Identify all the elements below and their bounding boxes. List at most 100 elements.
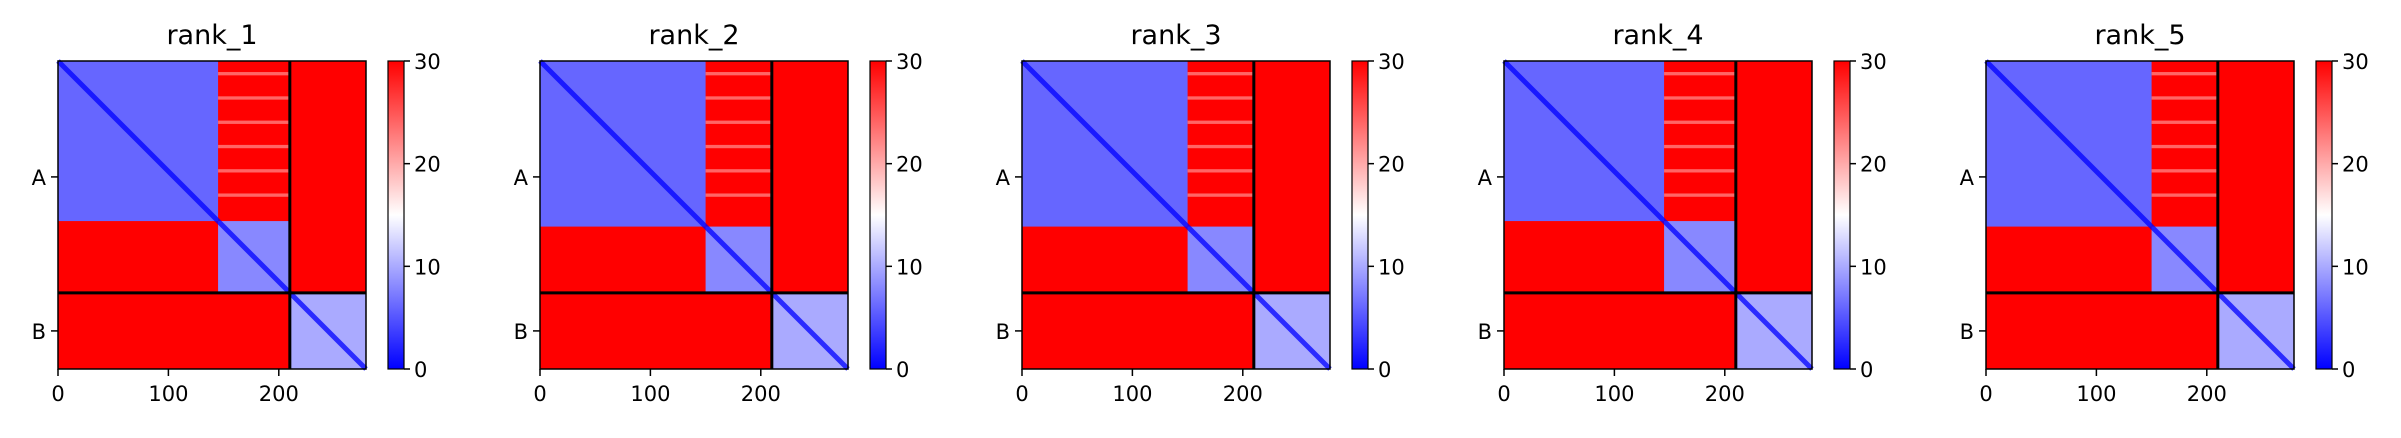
x-tick-label: 0: [1015, 382, 1028, 406]
x-tick-label: 100: [2076, 382, 2116, 406]
colorbar: [869, 60, 887, 370]
heatmap-block: [1664, 120, 1736, 124]
colorbar-tick-label: 20: [1860, 153, 1887, 177]
heatmap-frame: [57, 60, 367, 370]
heatmap-block: [218, 193, 290, 197]
heatmap-block: [2151, 120, 2218, 124]
chain-label: A: [32, 166, 47, 190]
x-tick-label: 100: [148, 382, 188, 406]
heatmap-block: [2151, 169, 2218, 173]
x-tick-label: 200: [259, 382, 299, 406]
colorbar: [2315, 60, 2333, 370]
heatmap-block: [1187, 144, 1254, 149]
colorbar: [1351, 60, 1369, 370]
panel-svg-1: rank_1 A B 0 100 200 0 10 20 30: [32, 20, 441, 406]
chain-label: B: [996, 320, 1010, 344]
heatmap-panel-2: rank_2 A B 0 100 200 0 10 20 30: [482, 0, 962, 438]
chain-label: B: [32, 320, 46, 344]
x-tick-label: 100: [1112, 382, 1152, 406]
panel-svg-2: rank_2 A B 0 100 200 0 10 20 30: [514, 20, 923, 406]
heatmap-block: [705, 72, 772, 76]
chain-label: A: [1478, 166, 1493, 190]
colorbar-tick-label: 0: [1378, 358, 1391, 382]
heatmap-block: [705, 169, 772, 173]
colorbar: [387, 60, 405, 370]
heatmap-block: [1664, 96, 1736, 100]
heatmap-block: [1187, 72, 1254, 76]
heatmap-frame: [1503, 60, 1813, 370]
chain-label: A: [1960, 166, 1975, 190]
heatmap-block: [705, 96, 772, 100]
heatmap-block: [218, 120, 290, 124]
chain-label: A: [996, 166, 1011, 190]
panel-svg-5: rank_5 A B 0 100 200 0 10 20 30: [1960, 20, 2369, 406]
heatmap-matrix: [538, 59, 850, 371]
x-tick-label: 100: [1594, 382, 1634, 406]
colorbar-tick-label: 20: [896, 153, 923, 177]
x-tick-label: 200: [741, 382, 781, 406]
colorbar: [1833, 60, 1851, 370]
colorbar-tick-label: 30: [1860, 50, 1887, 74]
x-tick-label: 0: [51, 382, 64, 406]
chain-label: B: [514, 320, 528, 344]
x-tick-label: 100: [630, 382, 670, 406]
colorbar-tick-label: 0: [414, 358, 427, 382]
heatmap-block: [1664, 72, 1736, 76]
heatmap-panel-1: rank_1 A B 0 100 200 0 10 20 30: [0, 0, 480, 438]
heatmap-matrix: [1984, 59, 2296, 371]
colorbar-tick-label: 10: [896, 255, 923, 279]
heatmap-block: [1187, 193, 1254, 197]
heatmap-panel-4: rank_4 A B 0 100 200 0 10 20 30: [1446, 0, 1926, 438]
heatmap-block: [2151, 193, 2218, 197]
heatmap-block: [1187, 96, 1254, 100]
panel-title: rank_2: [648, 20, 739, 51]
heatmap-matrix: [56, 59, 368, 371]
heatmap-block: [1664, 169, 1736, 173]
colorbar-tick-label: 10: [1860, 255, 1887, 279]
x-tick-label: 200: [2187, 382, 2227, 406]
colorbar-tick-label: 0: [1860, 358, 1873, 382]
heatmap-panel-5: rank_5 A B 0 100 200 0 10 20 30: [1928, 0, 2401, 438]
chain-label: B: [1478, 320, 1492, 344]
heatmap-block: [705, 193, 772, 197]
panel-title: rank_1: [166, 20, 257, 51]
colorbar-tick-label: 0: [896, 358, 909, 382]
heatmap-block: [705, 144, 772, 149]
x-tick-label: 0: [533, 382, 546, 406]
colorbar-tick-label: 10: [1378, 255, 1405, 279]
panel-svg-4: rank_4 A B 0 100 200 0 10 20 30: [1478, 20, 1887, 406]
heatmap-block: [218, 169, 290, 173]
heatmap-diagonal: [1020, 59, 1332, 371]
panel-title: rank_5: [2094, 20, 2185, 51]
heatmap-block: [1187, 169, 1254, 173]
heatmap-block: [1664, 144, 1736, 149]
colorbar-tick-label: 30: [896, 50, 923, 74]
colorbar-tick-label: 10: [2342, 255, 2369, 279]
colorbar-tick-label: 20: [1378, 153, 1405, 177]
heatmap-block: [2151, 72, 2218, 76]
colorbar-tick-label: 30: [1378, 50, 1405, 74]
colorbar-tick-label: 0: [2342, 358, 2355, 382]
colorbar-tick-label: 20: [2342, 153, 2369, 177]
heatmap-frame: [1021, 60, 1331, 370]
x-tick-label: 200: [1223, 382, 1263, 406]
heatmap-block: [218, 96, 290, 100]
heatmap-block: [218, 72, 290, 76]
heatmap-block: [1187, 120, 1254, 124]
x-tick-label: 200: [1705, 382, 1745, 406]
colorbar-tick-label: 30: [2342, 50, 2369, 74]
heatmap-diagonal: [56, 59, 368, 371]
colorbar-tick-label: 10: [414, 255, 441, 279]
heatmap-diagonal: [538, 59, 850, 371]
heatmap-panel-3: rank_3 A B 0 100 200 0 10 20 30: [964, 0, 1444, 438]
heatmap-diagonal: [1984, 59, 2296, 371]
heatmap-block: [705, 120, 772, 124]
colorbar-tick-label: 30: [414, 50, 441, 74]
heatmap-matrix: [1020, 59, 1332, 371]
heatmap-matrix: [1502, 59, 1814, 371]
colorbar-tick-label: 20: [414, 153, 441, 177]
panel-title: rank_3: [1130, 20, 1221, 51]
heatmap-block: [2151, 96, 2218, 100]
x-tick-label: 0: [1497, 382, 1510, 406]
